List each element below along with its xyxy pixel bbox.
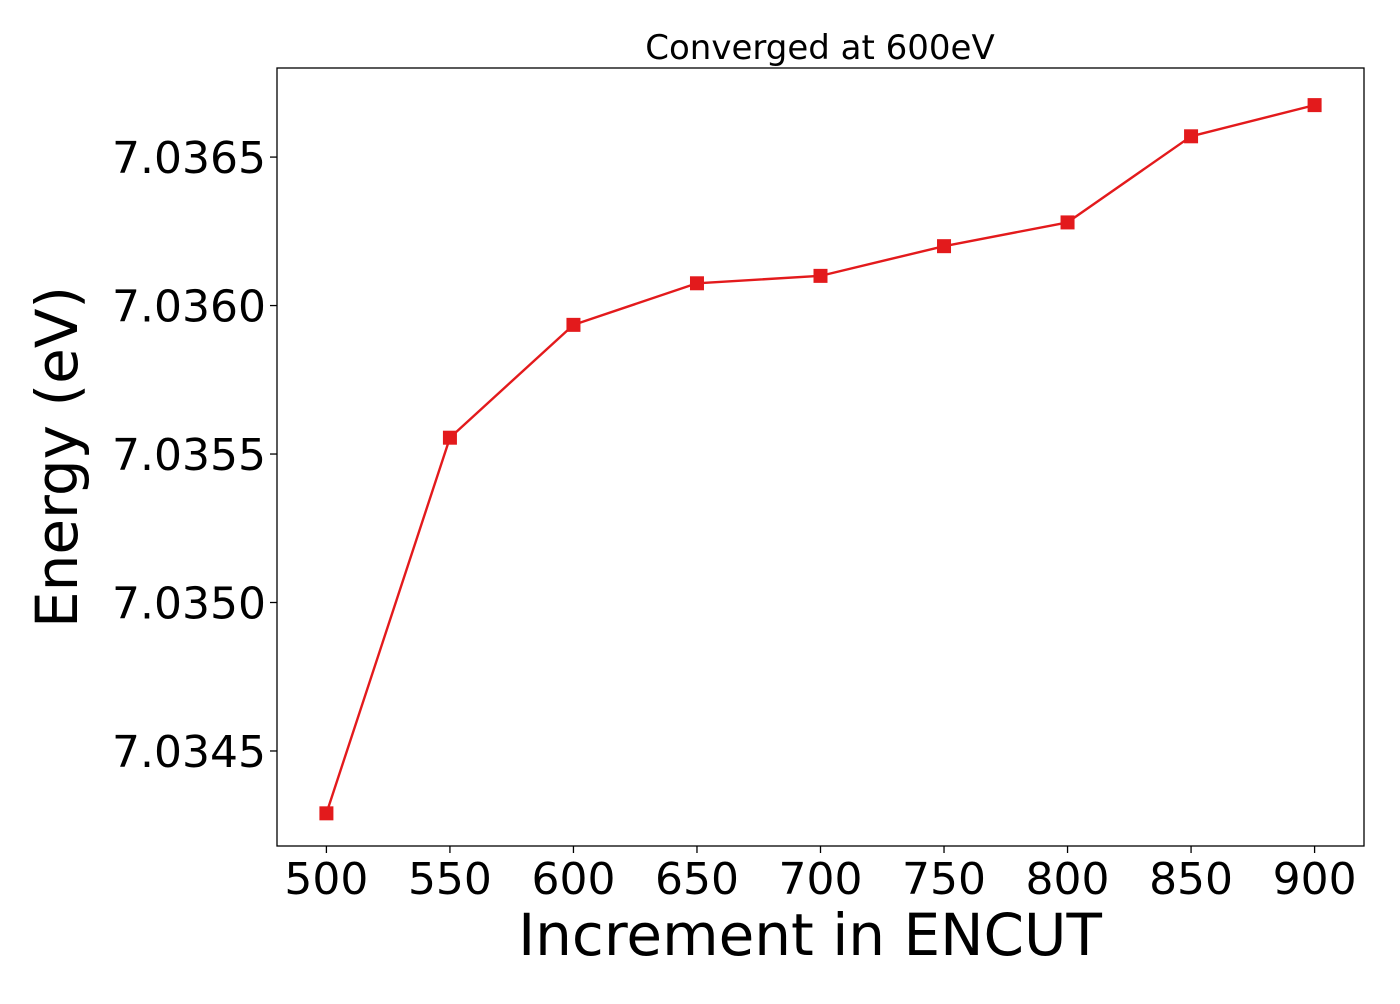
- y-tick-label: 7.0365: [112, 133, 266, 184]
- y-axis-title: Energy (eV): [23, 286, 91, 628]
- x-tick-label: 800: [1026, 854, 1110, 905]
- plot-area-frame: [276, 67, 1365, 847]
- x-tick-label: 500: [284, 854, 368, 905]
- x-tick-label: 850: [1149, 854, 1233, 905]
- y-tick-label: 7.0350: [112, 579, 266, 630]
- data-point-marker: [566, 317, 581, 332]
- series-layer: [319, 98, 1322, 821]
- x-tick-label: 550: [408, 854, 492, 905]
- data-point-marker: [813, 268, 828, 283]
- data-point-marker: [319, 806, 334, 821]
- x-tick-label: 600: [531, 854, 615, 905]
- x-axis-ticks: 500 550 600 650 700 750 800 850 900: [284, 846, 1357, 905]
- x-tick-label: 750: [902, 854, 986, 905]
- x-axis-title: Increment in ENCUT: [518, 901, 1102, 969]
- x-tick-label: 700: [779, 854, 863, 905]
- data-point-marker: [1307, 98, 1322, 113]
- data-point-marker: [1184, 129, 1199, 144]
- data-point-marker: [1060, 215, 1075, 230]
- x-tick-label: 900: [1273, 854, 1357, 905]
- data-point-marker: [689, 276, 704, 291]
- series-line: [325, 103, 1315, 814]
- y-tick-label: 7.0355: [112, 430, 266, 481]
- y-tick-label: 7.0360: [112, 282, 266, 333]
- data-point-marker: [442, 430, 457, 445]
- x-tick-label: 650: [655, 854, 739, 905]
- y-tick-label: 7.0345: [112, 727, 266, 778]
- y-axis-ticks: 7.0345 7.0350 7.0355 7.0360 7.0365: [112, 133, 277, 778]
- data-point-marker: [937, 239, 952, 254]
- chart-title: Converged at 600eV: [645, 28, 994, 68]
